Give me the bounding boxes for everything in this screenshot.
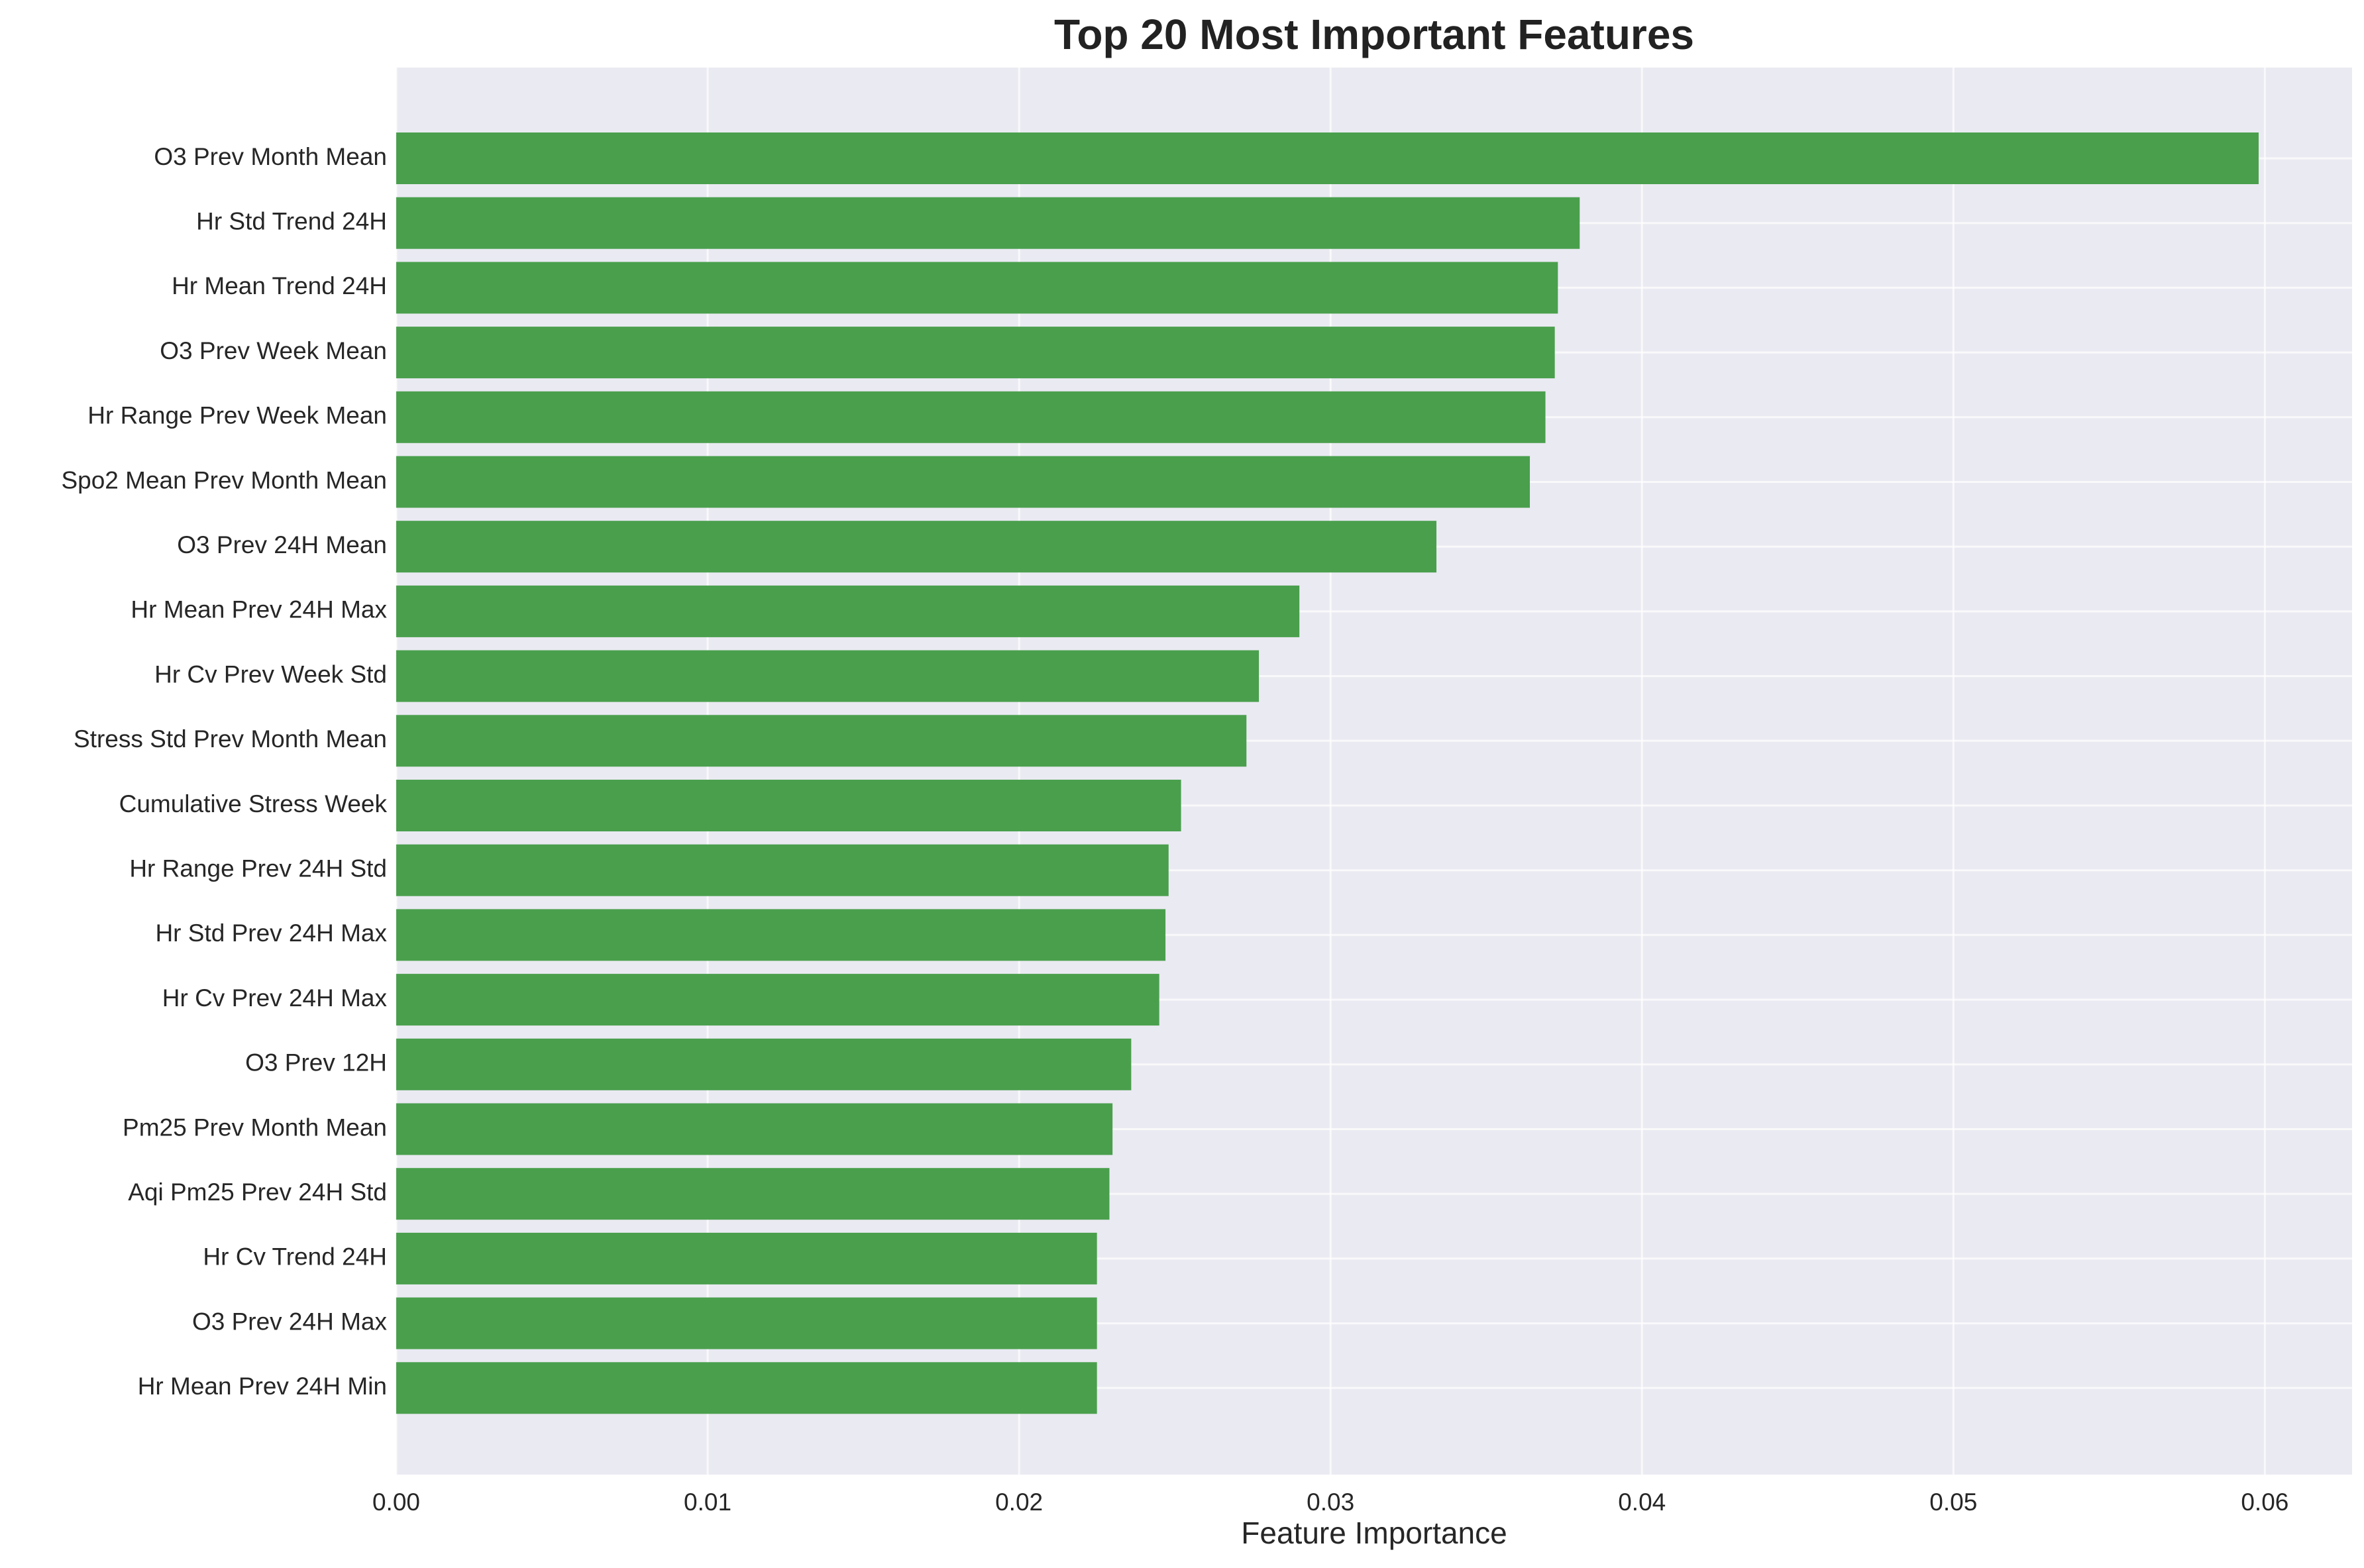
y-tick-label: O3 Prev 24H Max <box>192 1308 388 1335</box>
x-tick-label: 0.03 <box>1307 1489 1354 1516</box>
bar-3 <box>396 262 1558 314</box>
bars <box>396 132 2259 1414</box>
y-tick-label: Hr Range Prev Week Mean <box>87 402 387 429</box>
x-tick-label: 0.01 <box>684 1489 731 1516</box>
chart-title: Top 20 Most Important Features <box>1054 11 1694 58</box>
x-tick-label: 0.00 <box>372 1489 420 1516</box>
bar-11 <box>396 780 1181 831</box>
y-tick-label: Hr Mean Trend 24H <box>172 272 387 299</box>
bar-8 <box>396 585 1300 637</box>
bar-4 <box>396 327 1555 379</box>
bar-7 <box>396 521 1437 573</box>
x-tick-labels: 0.00 0.01 0.02 0.03 0.04 0.05 0.06 <box>372 1489 2288 1516</box>
bar-9 <box>396 650 1260 702</box>
y-tick-label: Hr Cv Trend 24H <box>203 1243 387 1271</box>
y-tick-label: Stress Std Prev Month Mean <box>74 725 387 753</box>
y-tick-label: Hr Mean Prev 24H Min <box>138 1373 387 1400</box>
y-tick-label: Hr Mean Prev 24H Max <box>131 596 387 623</box>
bar-16 <box>396 1103 1113 1155</box>
bar-12 <box>396 844 1169 896</box>
y-tick-label: O3 Prev Month Mean <box>154 143 387 170</box>
x-axis-label: Feature Importance <box>1241 1516 1507 1550</box>
y-tick-label: Hr Std Trend 24H <box>196 207 387 235</box>
bar-6 <box>396 456 1531 508</box>
y-tick-labels: O3 Prev Month Mean Hr Std Trend 24H Hr Mea… <box>61 143 387 1400</box>
bar-17 <box>396 1168 1110 1220</box>
y-tick-label: O3 Prev Week Mean <box>160 337 387 364</box>
y-tick-label: Hr Cv Prev Week Std <box>154 660 387 688</box>
y-tick-label: Hr Range Prev 24H Std <box>129 855 387 882</box>
bar-19 <box>396 1297 1097 1349</box>
bar-13 <box>396 909 1166 961</box>
bar-18 <box>396 1232 1097 1284</box>
y-tick-label: Cumulative Stress Week <box>119 790 388 817</box>
x-tick-label: 0.02 <box>995 1489 1043 1516</box>
x-tick-label: 0.06 <box>2241 1489 2288 1516</box>
bar-20 <box>396 1362 1097 1414</box>
x-tick-label: 0.04 <box>1618 1489 1666 1516</box>
y-tick-label: Aqi Pm25 Prev 24H Std <box>128 1178 387 1206</box>
bar-14 <box>396 974 1159 1026</box>
bar-10 <box>396 715 1247 767</box>
bar-15 <box>396 1038 1132 1090</box>
y-tick-label: Hr Cv Prev 24H Max <box>162 984 388 1012</box>
y-tick-label: Hr Std Prev 24H Max <box>155 919 387 947</box>
bar-1 <box>396 132 2259 184</box>
y-tick-label: O3 Prev 24H Mean <box>177 531 387 558</box>
y-tick-label: Spo2 Mean Prev Month Mean <box>61 466 387 494</box>
x-tick-label: 0.05 <box>1929 1489 1977 1516</box>
y-tick-label: Pm25 Prev Month Mean <box>123 1114 387 1141</box>
y-tick-label: O3 Prev 12H <box>245 1049 387 1076</box>
bar-2 <box>396 197 1580 249</box>
bar-5 <box>396 391 1546 443</box>
